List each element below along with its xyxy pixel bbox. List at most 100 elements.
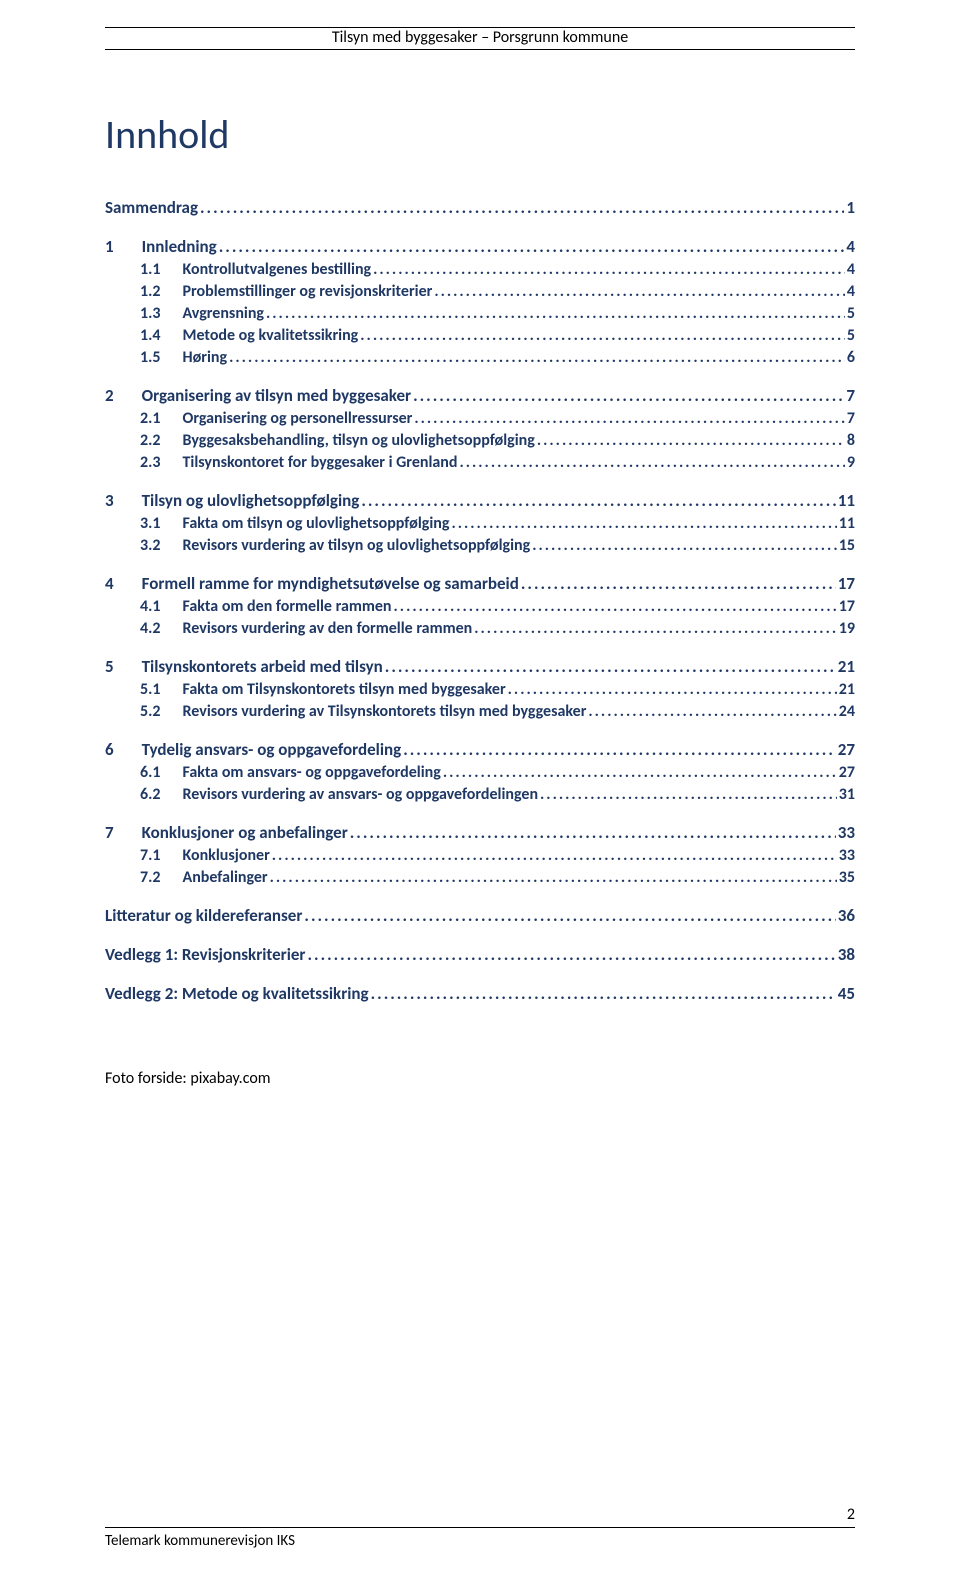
toc-entry-page: 27 xyxy=(837,763,855,782)
toc-leader-dots xyxy=(348,822,836,843)
toc-entry-page: 27 xyxy=(836,739,855,760)
toc-entry: 6Tydelig ansvars- og oppgavefordeling 27 xyxy=(105,739,855,760)
toc-entry: 2.3Tilsynskontoret for byggesaker i Gren… xyxy=(105,453,855,472)
toc-entry: 6.1Fakta om ansvars- og oppgavefordeling… xyxy=(105,763,855,782)
toc-entry-label: Konklusjoner xyxy=(183,846,270,865)
toc-entry: 4Formell ramme for myndighetsutøvelse og… xyxy=(105,573,855,594)
toc-title: Innhold xyxy=(105,110,855,159)
toc-entry-label: Organisering og personellressurser xyxy=(183,409,413,428)
toc-entry-page: 15 xyxy=(837,536,855,555)
toc-leader-dots xyxy=(519,573,836,594)
toc-entry-label: Vedlegg 1: Revisjonskriterier xyxy=(105,944,305,965)
toc-leader-dots xyxy=(383,656,836,677)
toc-entry: 7.1Konklusjoner33 xyxy=(105,846,855,865)
toc-entry-page: 31 xyxy=(837,785,855,804)
toc-entry-number: 1.5 xyxy=(140,348,183,367)
page-number: 2 xyxy=(847,1505,855,1524)
toc-entry-page: 5 xyxy=(845,304,855,323)
toc-entry: 1.5Høring 6 xyxy=(105,348,855,367)
toc-entry-page: 5 xyxy=(845,326,855,345)
toc-entry: 2.1Organisering og personellressurser 7 xyxy=(105,409,855,428)
toc-leader-dots xyxy=(530,536,837,555)
toc-entry-number: 4.1 xyxy=(140,597,183,616)
toc-entry-number: 7 xyxy=(105,822,142,843)
toc-entry-page: 36 xyxy=(836,905,855,926)
toc-entry-number: 6.2 xyxy=(140,785,183,804)
toc-entry-label: Tilsynskontoret for byggesaker i Grenlan… xyxy=(183,453,458,472)
toc-entry-page: 21 xyxy=(837,680,855,699)
toc-entry-page: 35 xyxy=(837,868,855,887)
toc-entry: 1.4Metode og kvalitetssikring 5 xyxy=(105,326,855,345)
toc-entry-page: 21 xyxy=(836,656,855,677)
toc-entry: Sammendrag1 xyxy=(105,197,855,218)
toc-entry-number: 1 xyxy=(105,236,142,257)
toc-entry: 3.1Fakta om tilsyn og ulovlighetsoppfølg… xyxy=(105,514,855,533)
toc-entry-number: 1.1 xyxy=(140,260,183,279)
toc-entry-number: 3.2 xyxy=(140,536,183,555)
toc-entry-number: 4 xyxy=(105,573,142,594)
toc-entry-page: 7 xyxy=(845,409,855,428)
toc-entry: 4.2Revisors vurdering av den formelle ra… xyxy=(105,619,855,638)
toc-entry-label: Vedlegg 2: Metode og kvalitetssikring xyxy=(105,983,369,1004)
toc-entry-page: 1 xyxy=(844,197,855,218)
toc-entry-label: Tilsyn og ulovlighetsoppfølging xyxy=(142,490,360,511)
toc-entry: 6.2Revisors vurdering av ansvars- og opp… xyxy=(105,785,855,804)
toc-leader-dots xyxy=(472,619,837,638)
toc-entry: 1.1Kontrollutvalgenes bestilling 4 xyxy=(105,260,855,279)
toc-entry: Vedlegg 1: Revisjonskriterier 38 xyxy=(105,944,855,965)
toc-entry-number: 3.1 xyxy=(140,514,183,533)
toc-leader-dots xyxy=(401,739,836,760)
toc-entry-label: Innledning xyxy=(142,236,217,257)
toc-entry-label: Anbefalinger xyxy=(183,868,268,887)
toc-entry-label: Høring xyxy=(183,348,228,367)
toc-entry-label: Kontrollutvalgenes bestilling xyxy=(183,260,372,279)
toc-entry: 7.2Anbefalinger 35 xyxy=(105,868,855,887)
toc-entry-label: Tydelig ansvars- og oppgavefordeling xyxy=(142,739,402,760)
toc-entry-number: 5.1 xyxy=(140,680,183,699)
toc-leader-dots xyxy=(432,282,845,301)
toc-entry-label: Fakta om ansvars- og oppgavefordeling xyxy=(183,763,441,782)
toc-entry-page: 8 xyxy=(845,431,855,450)
toc-entry-page: 6 xyxy=(845,348,855,367)
toc-entry-page: 45 xyxy=(836,983,855,1004)
toc-entry-label: Byggesaksbehandling, tilsyn og ulovlighe… xyxy=(183,431,535,450)
toc-entry: 4.1Fakta om den formelle rammen17 xyxy=(105,597,855,616)
toc-entry-page: 38 xyxy=(836,944,855,965)
toc-entry-page: 4 xyxy=(845,260,855,279)
toc-entry: 1.3Avgrensning5 xyxy=(105,304,855,323)
toc-leader-dots xyxy=(392,597,837,616)
toc-entry-label: Metode og kvalitetssikring xyxy=(183,326,359,345)
toc-entry-number: 2.2 xyxy=(140,431,183,450)
toc-leader-dots xyxy=(217,236,845,257)
toc-entry: 2Organisering av tilsyn med byggesaker7 xyxy=(105,385,855,406)
toc-entry-number: 2.1 xyxy=(140,409,183,428)
toc-leader-dots xyxy=(198,197,844,218)
toc-entry: 3Tilsyn og ulovlighetsoppfølging11 xyxy=(105,490,855,511)
photo-credit: Foto forside: pixabay.com xyxy=(105,1069,855,1088)
toc-leader-dots xyxy=(411,385,844,406)
toc-leader-dots xyxy=(371,260,845,279)
toc-leader-dots xyxy=(268,868,837,887)
toc-leader-dots xyxy=(449,514,836,533)
toc-leader-dots xyxy=(457,453,844,472)
toc-entry: Vedlegg 2: Metode og kvalitetssikring 45 xyxy=(105,983,855,1004)
toc-entry-number: 2.3 xyxy=(140,453,183,472)
toc-entry-number: 1.4 xyxy=(140,326,183,345)
toc-entry-number: 7.2 xyxy=(140,868,183,887)
toc-entry: 5Tilsynskontorets arbeid med tilsyn21 xyxy=(105,656,855,677)
toc-entry: 1.2Problemstillinger og revisjonskriteri… xyxy=(105,282,855,301)
toc-leader-dots xyxy=(264,304,845,323)
toc-entry-page: 11 xyxy=(836,490,855,511)
toc-entry-number: 6 xyxy=(105,739,142,760)
page-header-text: Tilsyn med byggesaker – Porsgrunn kommun… xyxy=(105,28,855,47)
toc-entry-number: 1.3 xyxy=(140,304,183,323)
toc-leader-dots xyxy=(270,846,837,865)
toc-entry-label: Tilsynskontorets arbeid med tilsyn xyxy=(142,656,383,677)
toc-entry: 5.1Fakta om Tilsynskontorets tilsyn med … xyxy=(105,680,855,699)
toc-entry-label: Revisors vurdering av tilsyn og ulovligh… xyxy=(183,536,531,555)
toc-leader-dots xyxy=(227,348,845,367)
toc-entry-number: 6.1 xyxy=(140,763,183,782)
toc-entry-page: 33 xyxy=(837,846,855,865)
toc-leader-dots xyxy=(538,785,837,804)
toc-entry-page: 19 xyxy=(837,619,855,638)
